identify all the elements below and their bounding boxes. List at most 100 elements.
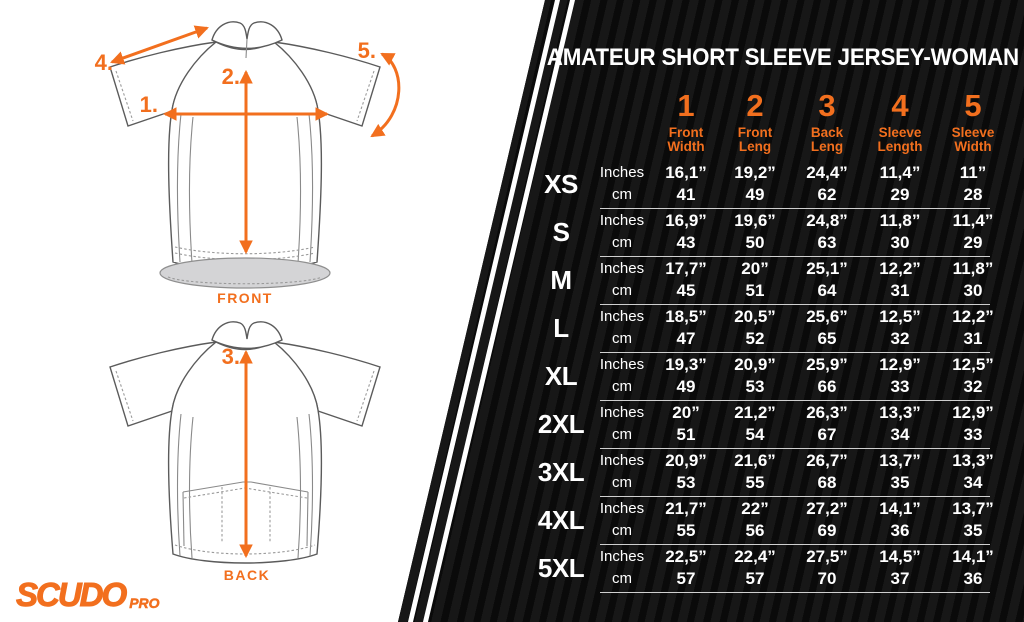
cm-value: 30: [890, 233, 910, 252]
inches-value: 19,6”: [734, 211, 776, 230]
value-cell: 20,9” 53: [720, 354, 790, 398]
inches-value: 21,2”: [734, 403, 776, 422]
cm-value: 56: [745, 521, 765, 540]
page-title: AMATEUR SHORT SLEEVE JERSEY-WOMAN: [546, 44, 1019, 71]
cm-value: 62: [817, 185, 837, 204]
inches-value: 13,7”: [879, 451, 921, 470]
inches-value: 12,2”: [879, 259, 921, 278]
size-label: 3XL: [537, 456, 585, 487]
row-separator: [600, 351, 990, 353]
value-cell: 18,5” 47: [652, 306, 720, 350]
cm-value: 64: [817, 281, 837, 300]
table-row: XL Inches cm 19,3” 49 20,9” 53 25,9” 66 …: [530, 352, 1010, 401]
value-cell: 13,3” 34: [936, 450, 1010, 494]
cm-value: 51: [745, 281, 765, 300]
row-separator: [600, 207, 990, 209]
cm-value: 57: [745, 569, 765, 588]
cm-value: 52: [745, 329, 765, 348]
table-row: S Inches cm 16,9” 43 19,6” 50 24,8” 63 1…: [530, 208, 1010, 257]
value-cell: 11,8” 30: [936, 258, 1010, 302]
cm-value: 68: [817, 473, 837, 492]
size-table: XS Inches cm 16,1” 41 19,2” 49 24,4” 62 …: [530, 160, 1010, 593]
unit-labels: Inches cm: [592, 258, 652, 302]
unit-cm-label: cm: [612, 282, 632, 299]
front-view-label: FRONT: [217, 290, 273, 306]
inches-value: 25,9”: [806, 355, 848, 374]
measure-arrow-5: 5.: [358, 38, 401, 138]
cm-value: 65: [817, 329, 837, 348]
row-separator: [600, 495, 990, 497]
row-separator: [600, 543, 990, 545]
cm-value: 49: [676, 377, 696, 396]
column-number: 4: [891, 88, 909, 123]
value-cell: 11,8” 30: [864, 210, 936, 254]
inches-value: 26,7”: [806, 451, 848, 470]
size-label: 2XL: [537, 408, 585, 439]
brand-logo: SCUDO PRO: [15, 576, 160, 614]
inches-value: 18,5”: [665, 307, 707, 326]
cm-value: 55: [745, 473, 765, 492]
table-row: 4XL Inches cm 21,7” 55 22” 56 27,2” 69 1…: [530, 496, 1010, 545]
value-cell: 25,9” 66: [790, 354, 864, 398]
inches-value: 12,5”: [879, 307, 921, 326]
row-separator: [600, 591, 990, 593]
inches-value: 17,7”: [665, 259, 707, 278]
unit-inches-label: Inches: [599, 548, 645, 565]
inches-value: 19,3”: [665, 355, 707, 374]
cm-value: 63: [817, 233, 837, 252]
inches-value: 20,5”: [734, 307, 776, 326]
value-cell: 25,1” 64: [790, 258, 864, 302]
inches-value: 20,9”: [665, 451, 707, 470]
unit-cm-label: cm: [612, 570, 632, 587]
brand-suffix: PRO: [129, 595, 160, 612]
inches-value: 13,3”: [952, 451, 994, 470]
inches-value: 21,6”: [734, 451, 776, 470]
inches-value: 14,1”: [952, 547, 994, 566]
value-cell: 11,4” 29: [936, 210, 1010, 254]
column-label: Sleeve Length: [877, 125, 923, 154]
table-row: 3XL Inches cm 20,9” 53 21,6” 55 26,7” 68…: [530, 448, 1010, 497]
brand-name: SCUDO: [15, 576, 127, 614]
inches-value: 11,4”: [952, 211, 994, 230]
inches-value: 24,4”: [806, 163, 848, 182]
size-label: XL: [544, 360, 578, 391]
column-label: Front Width: [667, 125, 705, 154]
unit-cm-label: cm: [612, 186, 632, 203]
cm-value: 45: [676, 281, 696, 300]
inches-value: 12,9”: [952, 403, 994, 422]
table-column-header: 1 Front Width: [652, 88, 720, 154]
cm-value: 32: [963, 377, 983, 396]
inches-value: 12,2”: [952, 307, 994, 326]
cm-value: 41: [676, 185, 696, 204]
unit-inches-label: Inches: [599, 260, 645, 277]
value-cell: 13,7” 35: [936, 498, 1010, 542]
cm-value: 31: [963, 329, 983, 348]
table-row: 2XL Inches cm 20” 51 21,2” 54 26,3” 67 1…: [530, 400, 1010, 449]
value-cell: 17,7” 45: [652, 258, 720, 302]
value-cell: 20,9” 53: [652, 450, 720, 494]
inches-value: 27,5”: [806, 547, 848, 566]
column-label: Sleeve Width: [951, 125, 995, 154]
cm-value: 67: [817, 425, 837, 444]
cm-value: 54: [745, 425, 765, 444]
inches-value: 20”: [672, 403, 700, 422]
size-label: 4XL: [537, 504, 585, 535]
cm-value: 53: [745, 377, 765, 396]
value-cell: 13,3” 34: [864, 402, 936, 446]
value-cell: 21,2” 54: [720, 402, 790, 446]
cm-value: 35: [963, 521, 983, 540]
value-cell: 14,1” 36: [864, 498, 936, 542]
inches-value: 19,2”: [734, 163, 776, 182]
value-cell: 21,6” 55: [720, 450, 790, 494]
cm-value: 33: [963, 425, 983, 444]
value-cell: 24,4” 62: [790, 162, 864, 206]
measure-arrow-3: 3.: [222, 344, 253, 559]
table-row: XS Inches cm 16,1” 41 19,2” 49 24,4” 62 …: [530, 160, 1010, 209]
value-cell: 19,3” 49: [652, 354, 720, 398]
value-cell: 12,9” 33: [864, 354, 936, 398]
inches-value: 22”: [741, 499, 769, 518]
value-cell: 12,2” 31: [864, 258, 936, 302]
cm-value: 66: [817, 377, 837, 396]
inches-value: 26,3”: [806, 403, 848, 422]
unit-labels: Inches cm: [592, 354, 652, 398]
